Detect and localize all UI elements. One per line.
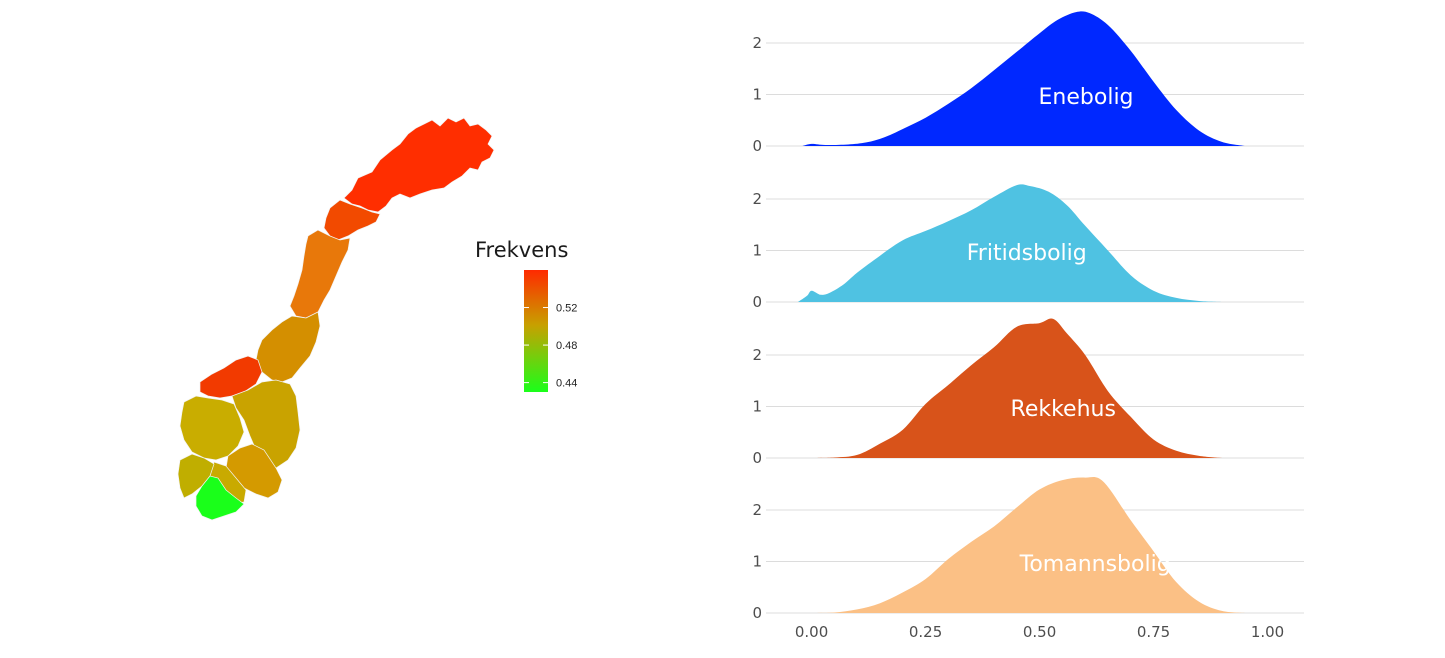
series-area-fritidsbolig [797, 184, 1222, 302]
y-tick-label: 1 [752, 398, 762, 416]
y-tick-label: 0 [752, 449, 762, 467]
map-region-nordland [289, 229, 351, 319]
series-area-tomannsbolig [811, 477, 1245, 613]
y-tick-label: 0 [752, 604, 762, 622]
legend-ticks: 0.52 0.48 0.44 [524, 303, 577, 390]
y-tick-label: 0 [752, 293, 762, 311]
x-tick-label: 0.00 [795, 623, 828, 641]
color-legend: Frekvens 0.52 0.48 0.44 [475, 238, 577, 392]
y-tick-label: 2 [752, 190, 762, 208]
series-label: Rekkehus [1011, 397, 1116, 422]
map-region-more-romsdal [199, 355, 263, 399]
y-tick-label: 1 [752, 553, 762, 571]
series-label: Tomannsbolig [1019, 552, 1171, 577]
x-tick-label: 0.25 [909, 623, 942, 641]
x-tick-label: 1.00 [1251, 623, 1284, 641]
map-region-finnmark [343, 117, 495, 213]
y-tick-label: 0 [752, 137, 762, 155]
series-area-rekkehus [811, 318, 1222, 458]
y-tick-label: 2 [752, 34, 762, 52]
chart-series-areas: Enebolig Fritidsbolig Rekkehus Tomannsbolig [797, 11, 1245, 613]
legend-title: Frekvens [475, 238, 568, 262]
y-tick-label: 1 [752, 242, 762, 260]
series-area-enebolig [802, 11, 1245, 146]
ridgeline-density-chart: Enebolig Fritidsbolig Rekkehus Tomannsbolig… [752, 11, 1304, 641]
x-tick-label: 0.75 [1137, 623, 1170, 641]
legend-colorbar [524, 270, 548, 392]
y-tick-label: 2 [752, 346, 762, 364]
map-region-agder [195, 475, 245, 521]
map-region-innlandet [231, 379, 301, 469]
legend-tick-label: 0.52 [556, 303, 577, 315]
series-label: Fritidsbolig [967, 241, 1087, 266]
legend-tick-label: 0.44 [556, 378, 577, 390]
map-region-trondelag [255, 311, 321, 383]
x-tick-label: 0.50 [1023, 623, 1056, 641]
y-tick-label: 1 [752, 86, 762, 104]
series-label: Enebolig [1039, 85, 1134, 110]
map-region-vestland [179, 395, 245, 461]
map-region-troms [323, 199, 381, 241]
y-tick-label: 2 [752, 501, 762, 519]
chart-y-tick-labels: 0 1 2 0 1 2 0 1 2 0 1 2 [752, 34, 762, 622]
chart-x-tick-labels: 0.00 0.25 0.50 0.75 1.00 [795, 623, 1284, 641]
norway-choropleth-map [177, 117, 495, 521]
legend-tick-label: 0.48 [556, 340, 577, 352]
